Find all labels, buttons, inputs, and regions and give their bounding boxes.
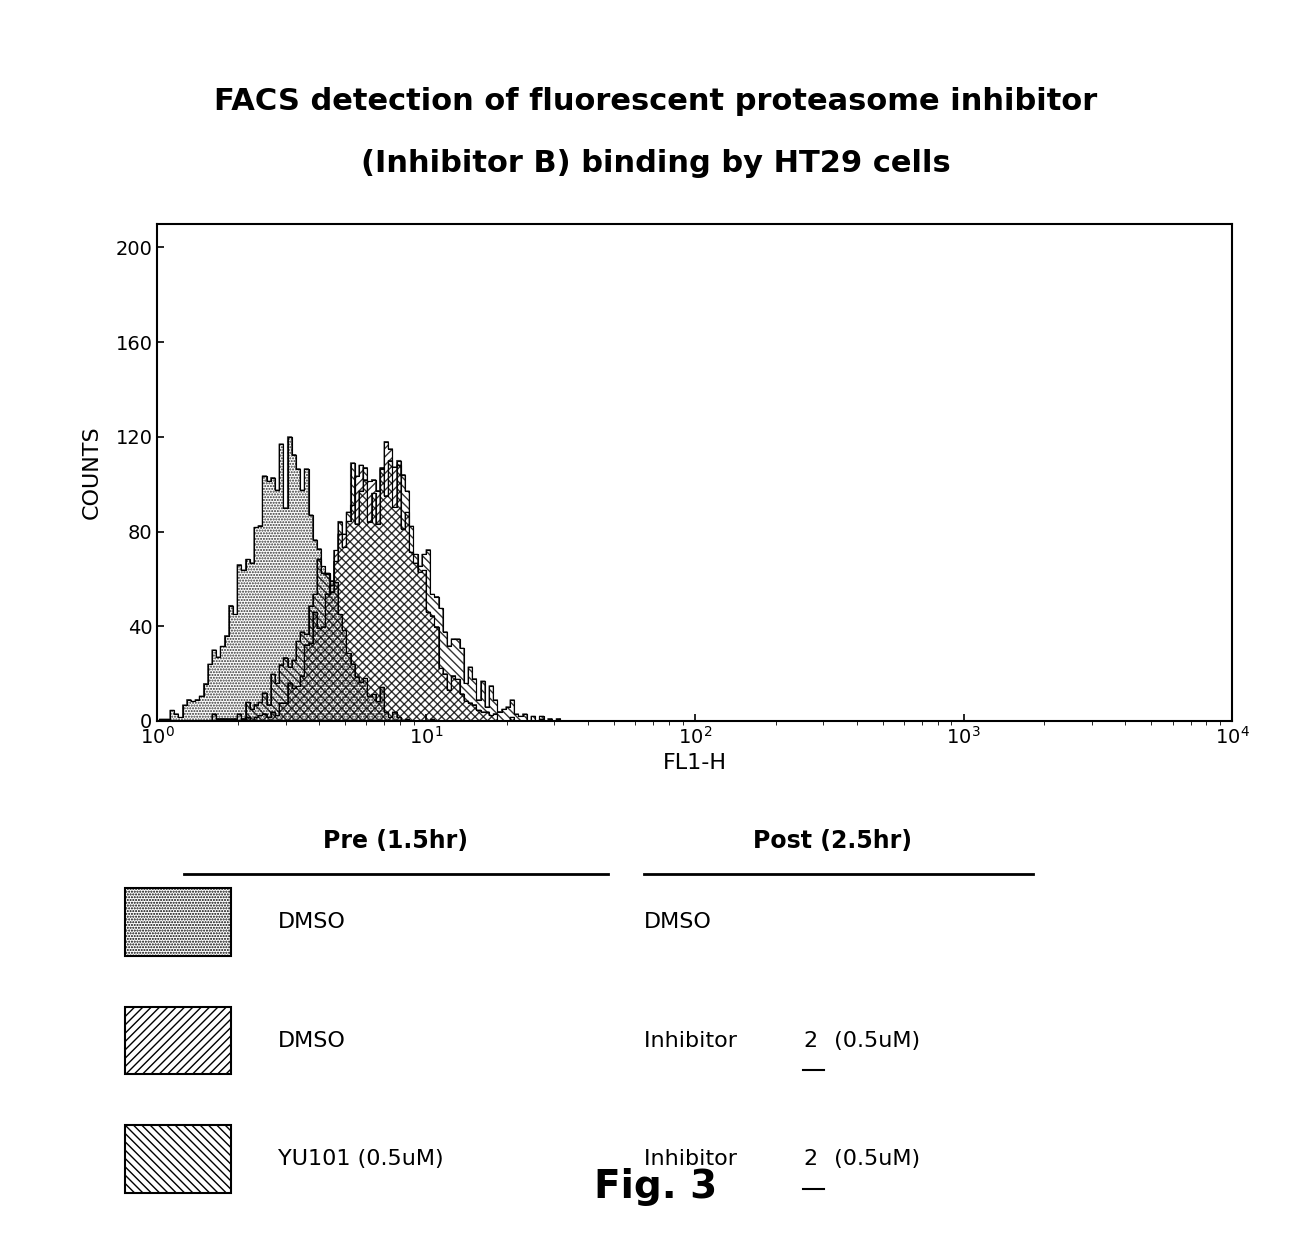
Text: Fig. 3: Fig. 3: [594, 1167, 717, 1206]
Text: Inhibitor: Inhibitor: [644, 1149, 743, 1168]
Text: (0.5uM): (0.5uM): [827, 1149, 920, 1168]
Text: DMSO: DMSO: [278, 912, 346, 932]
Text: YU101 (0.5uM): YU101 (0.5uM): [278, 1149, 443, 1168]
Text: Pre (1.5hr): Pre (1.5hr): [324, 829, 468, 854]
Text: 2: 2: [802, 1030, 817, 1050]
Text: Inhibitor: Inhibitor: [644, 1030, 743, 1050]
Y-axis label: COUNTS: COUNTS: [81, 425, 101, 520]
Text: Post (2.5hr): Post (2.5hr): [753, 829, 912, 854]
X-axis label: FL1-H: FL1-H: [663, 753, 726, 773]
Text: FACS detection of fluorescent proteasome inhibitor: FACS detection of fluorescent proteasome…: [214, 87, 1097, 116]
Text: DMSO: DMSO: [644, 912, 712, 932]
Text: 2: 2: [802, 1149, 817, 1168]
Text: (Inhibitor B) binding by HT29 cells: (Inhibitor B) binding by HT29 cells: [361, 149, 950, 178]
Text: DMSO: DMSO: [278, 1030, 346, 1050]
Text: (0.5uM): (0.5uM): [827, 1030, 920, 1050]
